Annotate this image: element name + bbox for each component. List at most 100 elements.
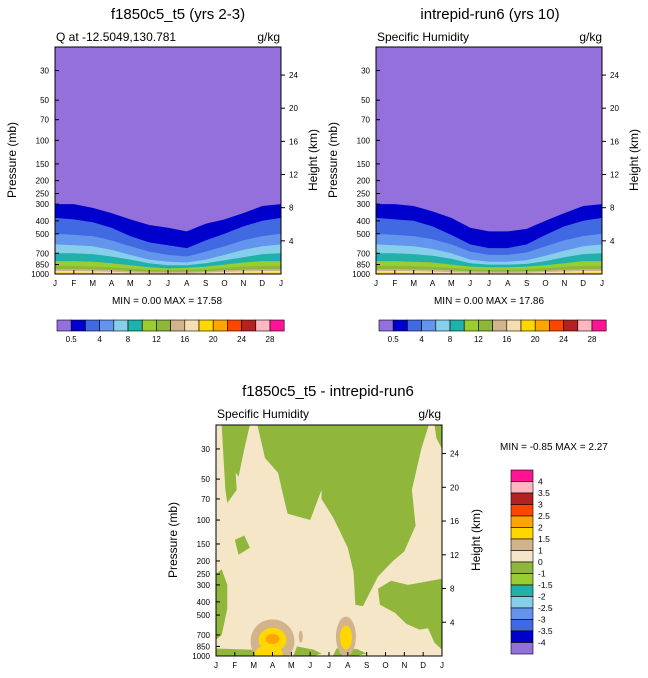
y-tick-label: 100 [36, 136, 50, 145]
y2-tick-label: 20 [450, 483, 459, 492]
colorbar-label: 16 [180, 335, 189, 344]
colorbar-diff-swatch [510, 561, 534, 574]
colorbar-label: 16 [502, 335, 511, 344]
colorbar-swatch [549, 319, 564, 332]
y-tick-label: 50 [201, 475, 210, 484]
x-tick-label: J [214, 661, 218, 670]
colorbar-swatch [534, 319, 550, 332]
y-tick-label: 150 [36, 160, 50, 169]
colorbar-swatch [435, 319, 451, 332]
x-tick-label: M [288, 661, 295, 670]
x-tick-label: J [468, 279, 472, 288]
y-tick-label: 700 [357, 249, 371, 258]
panel-right-variable-label: Specific Humidity [377, 30, 469, 44]
x-tick-label: A [184, 279, 190, 288]
colorbar-swatch [421, 319, 437, 332]
panel-left-title: f1850c5_t5 (yrs 2-3) [111, 6, 245, 23]
diff-negative-region [317, 425, 429, 607]
colorbar-diff-swatch [510, 492, 534, 505]
y-tick-label: 300 [197, 581, 211, 590]
colorbar-diff-label: 1 [538, 546, 543, 556]
colorbar-swatch [392, 319, 408, 332]
colorbar-swatch [141, 319, 157, 332]
colorbar-swatch [241, 319, 257, 332]
colorbar-label: 20 [531, 335, 540, 344]
colorbar-swatch [407, 319, 422, 332]
x-tick-label: J [308, 661, 312, 670]
colorbar-label: 24 [237, 335, 246, 344]
x-tick-label: J [166, 279, 170, 288]
y-tick-label: 200 [197, 557, 211, 566]
x-tick-label: M [410, 279, 417, 288]
x-tick-label: S [524, 279, 529, 288]
x-tick-label: F [71, 279, 76, 288]
colorbar-diff-label: -3.5 [538, 626, 553, 636]
x-tick-label: J [600, 279, 604, 288]
y-tick-label: 850 [197, 642, 211, 651]
y2-tick-label: 12 [450, 551, 459, 560]
colorbar-diff-label: 1.5 [538, 534, 550, 544]
panel-diff-plot-area: J F M A M J J A S O N D J 30 50 70 100 150 200 250 300 400 500… [192, 424, 459, 670]
colorbar-label: 12 [474, 335, 483, 344]
y2-tick-label: 20 [610, 104, 619, 113]
colorbar-diff-label: -1 [538, 569, 546, 579]
panel-diff: f1850c5_t5 - intrepid-run6 Specific Humi… [166, 383, 608, 670]
colorbar-swatch [156, 319, 171, 332]
x-tick-label: A [109, 279, 115, 288]
colorbar-swatch [591, 319, 607, 332]
colorbar-swatch [577, 319, 593, 332]
colorbar-label: 8 [126, 335, 131, 344]
colorbar-diff-label: -3 [538, 615, 546, 625]
x-tick-label: D [580, 279, 586, 288]
colorbar-swatch [520, 319, 536, 332]
colorbar-swatch [212, 319, 228, 332]
colorbar-swatch [70, 319, 86, 332]
colorbar-diff-swatch [510, 596, 534, 609]
y-tick-label: 850 [36, 261, 50, 270]
y2-tick-label: 8 [289, 204, 294, 213]
diff-negative-region [434, 425, 442, 449]
y-tick-label: 500 [357, 230, 371, 239]
x-tick-label: A [345, 661, 351, 670]
x-tick-label: A [505, 279, 511, 288]
colorbar-swatch [449, 319, 465, 332]
colorbar-swatch [506, 319, 522, 332]
x-tick-label: J [374, 279, 378, 288]
y-tick-label: 1000 [31, 270, 49, 279]
colorbar-label: 4 [97, 335, 102, 344]
y-tick-label: 300 [36, 200, 50, 209]
y2-tick-label: 16 [450, 517, 459, 526]
y-tick-label: 250 [197, 570, 211, 579]
y-tick-label: 70 [361, 116, 370, 125]
x-tick-label: N [561, 279, 567, 288]
y-tick-label: 200 [357, 177, 371, 186]
colorbar-swatch [563, 319, 579, 332]
panel-diff-units-label: g/kg [418, 407, 441, 421]
colorbar-diff-swatch [510, 584, 534, 597]
x-tick-label: M [89, 279, 96, 288]
colorbar-swatch [127, 319, 143, 332]
colorbar-swatch [113, 319, 129, 332]
colorbar-diff-label: 4 [538, 477, 543, 487]
x-tick-label: J [440, 661, 444, 670]
y-tick-label: 700 [36, 249, 50, 258]
diff-negative-region [234, 535, 250, 555]
y2-tick-label: 20 [289, 104, 298, 113]
colorbar-diff-swatch [510, 607, 534, 620]
colorbar-diff-swatch [510, 469, 534, 482]
colorbar-diff-swatch [510, 642, 534, 655]
colorbar-swatch [463, 319, 479, 332]
y-tick-label: 50 [361, 96, 370, 105]
x-tick-label: A [270, 661, 276, 670]
colorbar-label: 28 [588, 335, 597, 344]
y2-tick-label: 24 [610, 71, 619, 80]
panel-left-ylabel: Pressure (mb) [5, 122, 19, 198]
colorbar-swatch [184, 319, 200, 332]
colorbar-label: 20 [209, 335, 218, 344]
panel-diff-stats: MIN = -0.85 MAX = 2.27 [500, 442, 608, 453]
colorbar-label: 8 [448, 335, 453, 344]
colorbar-diff: 43.5 32.5 21.5 10 -1-1.5 -2-2.5 -3-3.5 -4 [510, 469, 553, 655]
diff-positive-region [265, 634, 280, 645]
colorbar-diff-label: -1.5 [538, 580, 553, 590]
